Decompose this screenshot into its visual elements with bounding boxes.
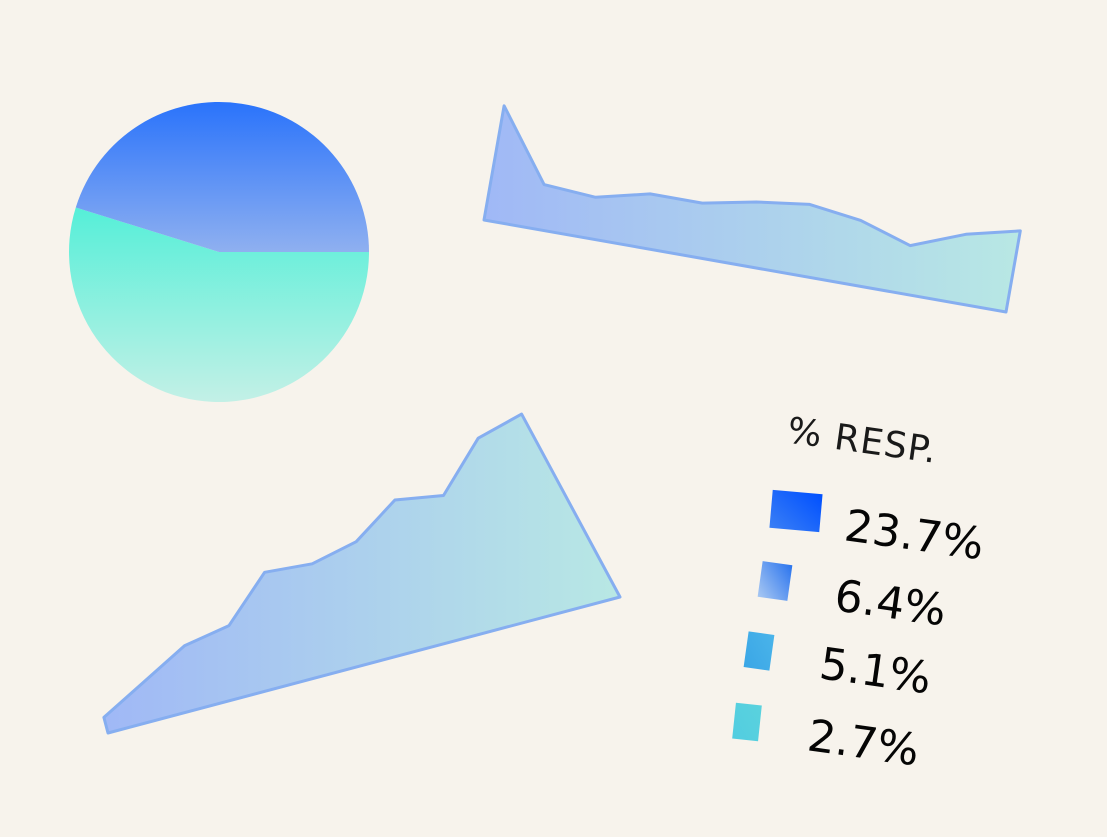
area-series (102, 412, 622, 735)
legend-item: 6.4% (757, 561, 949, 636)
pie-chart (69, 102, 369, 402)
legend: % RESP. 23.7% 6.4% 5.1% 2.7% (732, 410, 987, 776)
legend-value: 6.4% (831, 570, 949, 636)
legend-swatch (757, 561, 793, 601)
area-series (482, 104, 1022, 314)
legend-item: 2.7% (732, 702, 922, 776)
legend-item: 5.1% (743, 631, 934, 704)
pie-slice (75, 102, 369, 252)
legend-swatch (743, 631, 775, 671)
legend-value: 5.1% (816, 638, 934, 704)
legend-swatch (769, 489, 823, 533)
legend-value: 23.7% (841, 500, 987, 570)
legend-item: 23.7% (769, 489, 987, 570)
area-chart-bottom (102, 412, 622, 735)
legend-title: % RESP. (785, 410, 940, 472)
legend-value: 2.7% (804, 710, 922, 776)
area-chart-top (482, 104, 1022, 314)
legend-swatch (732, 702, 762, 742)
pie-slice (69, 207, 369, 402)
